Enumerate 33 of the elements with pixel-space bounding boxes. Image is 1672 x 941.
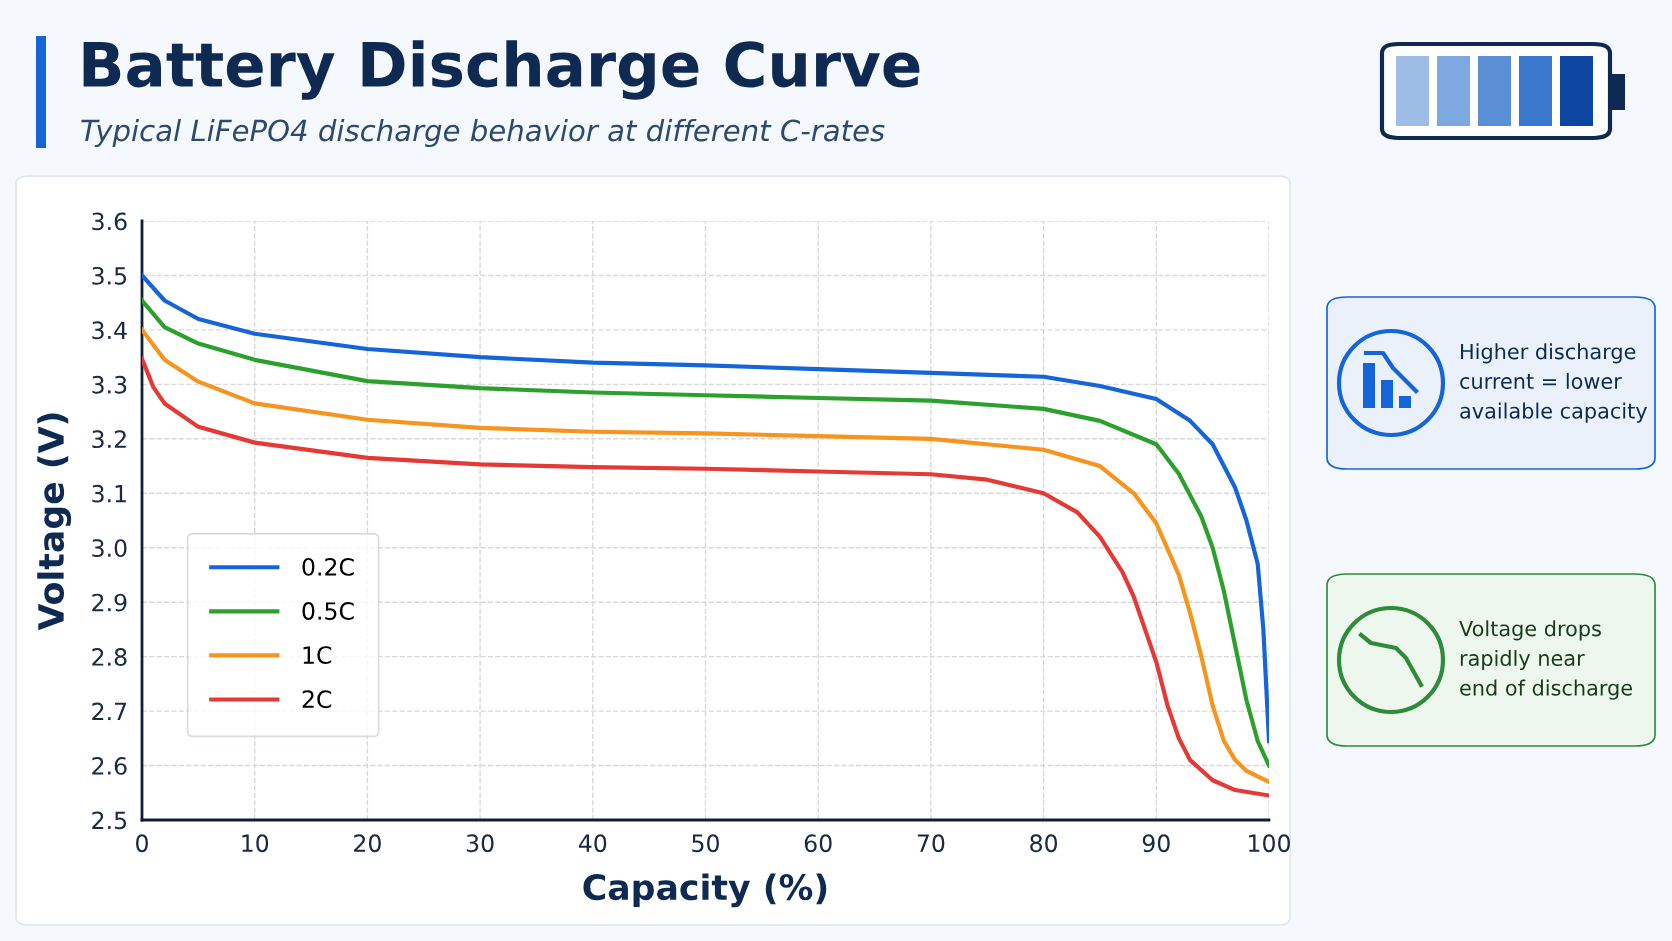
y-tick-label: 2.7 (92, 702, 127, 721)
x-tick-label: 100 (1249, 834, 1290, 853)
text: Voltage drops rapidly near end of discharge (1459, 620, 1632, 700)
x-tick-label: 90 (1142, 834, 1170, 853)
y-tick-label: 3.6 (92, 212, 127, 231)
text: Higher discharge current = lower available capacity (1460, 343, 1647, 423)
y-tick-label: 2.8 (92, 648, 127, 666)
y-tick-label: 3.4 (92, 321, 127, 340)
legend-label: 2C (302, 690, 332, 709)
y-tick-label: 3.0 (92, 539, 127, 558)
chart-subtitle: Typical LiFePO4 discharge behavior at different C-rates (81, 118, 885, 148)
x-axis-title: Capacity (%) (583, 873, 827, 908)
legend-label: 0.5C (302, 602, 354, 620)
x-tick-label: 70 (917, 834, 945, 853)
y-tick-label: 3.1 (92, 484, 126, 503)
legend-label: 1C (303, 646, 332, 665)
chart-title: Battery Discharge Curve (83, 40, 920, 100)
x-tick-label: 80 (1030, 834, 1058, 853)
x-tick-label: 40 (578, 834, 607, 853)
y-axis-title: Voltage (V) (37, 413, 72, 631)
x-tick-label: 60 (804, 834, 832, 853)
y-tick-label: 2.9 (92, 593, 127, 612)
y-tick-label: 2.5 (92, 811, 127, 830)
y-tick-label: 2.6 (92, 756, 127, 775)
x-tick-label: 0 (136, 834, 148, 853)
y-tick-label: 3.3 (92, 375, 127, 394)
x-tick-label: 50 (692, 834, 719, 853)
legend-label: 0.2C (302, 557, 354, 576)
x-tick-label: 10 (242, 834, 269, 853)
y-tick-label: 3.5 (92, 266, 127, 285)
x-tick-label: 20 (354, 834, 381, 853)
y-tick-label: 3.2 (92, 430, 126, 449)
x-tick-label: 30 (466, 834, 494, 853)
